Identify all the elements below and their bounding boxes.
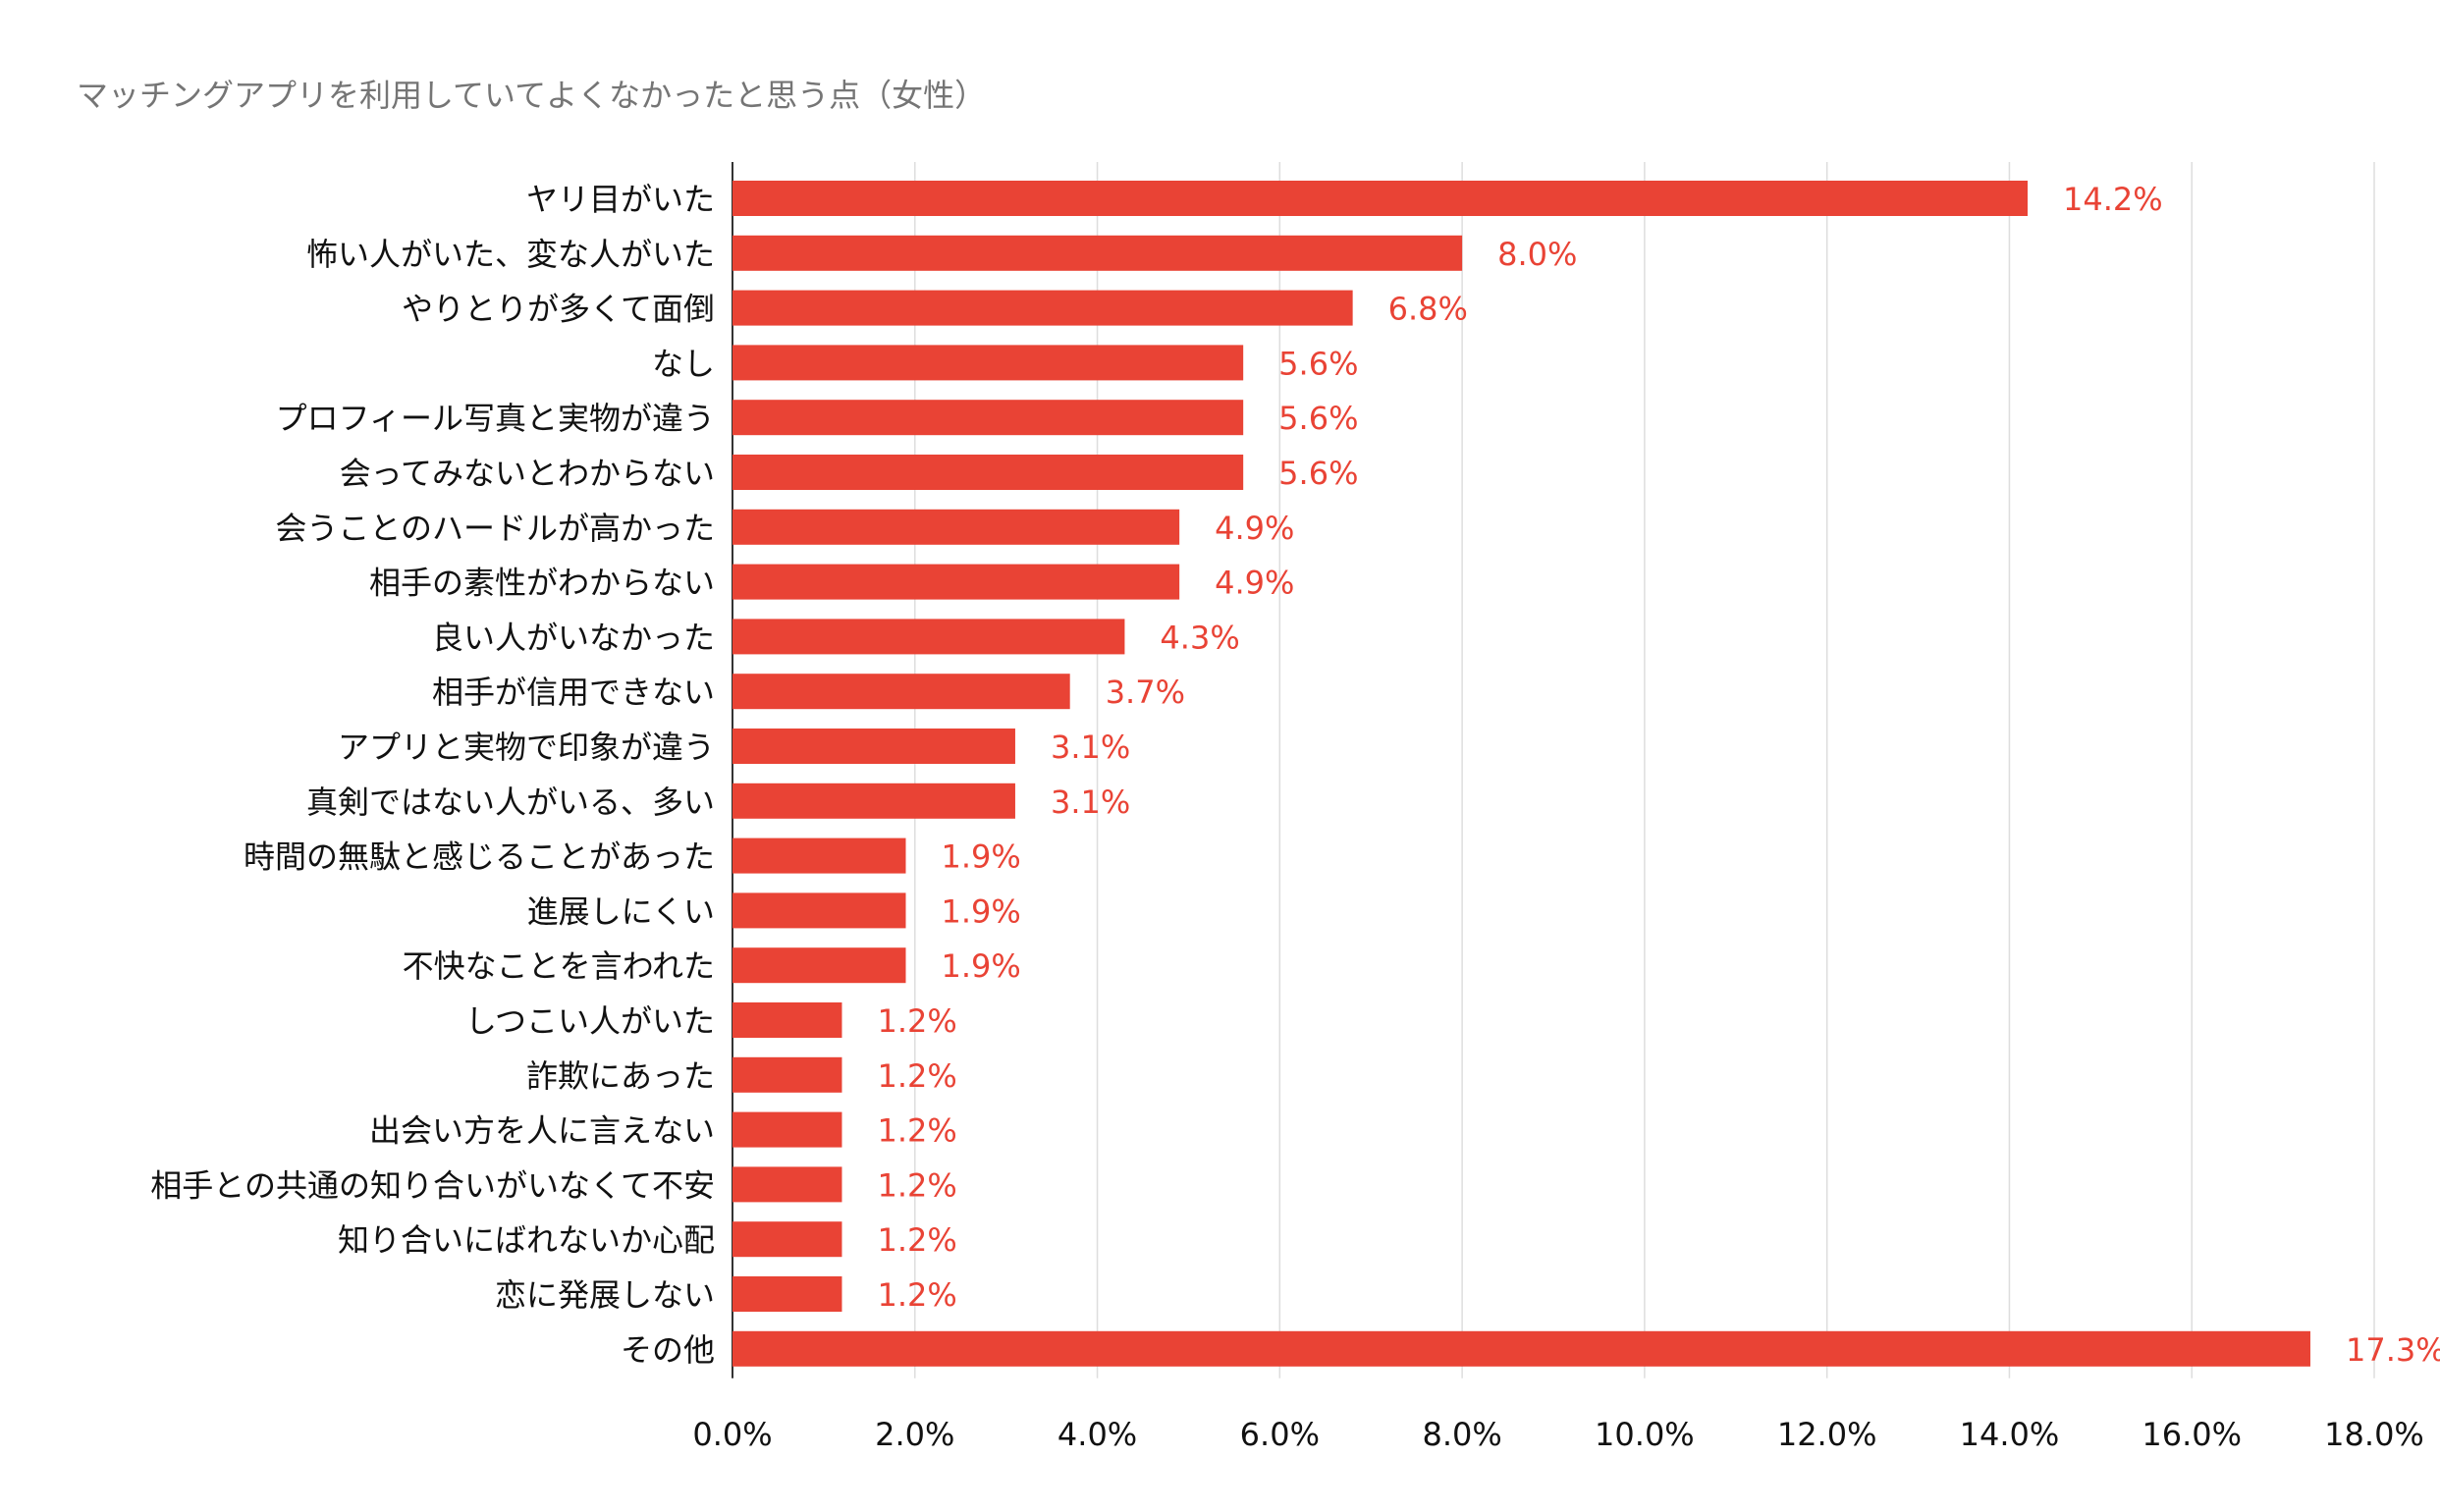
x-tick-label: 2.0% [875, 1416, 954, 1453]
bar [732, 1111, 842, 1148]
x-tick-label: 6.0% [1240, 1416, 1320, 1453]
bar [732, 1002, 842, 1038]
data-label: 1.9% [941, 838, 1020, 876]
data-label: 5.6% [1278, 455, 1358, 492]
category-label: 出会い方を人に言えない [369, 1112, 715, 1150]
bar [732, 837, 906, 874]
category-label: 恋に発展しない [495, 1276, 715, 1314]
data-label: 14.2% [2063, 181, 2163, 218]
bar [732, 1330, 2310, 1367]
data-label: 3.7% [1106, 674, 1185, 711]
bar [732, 947, 906, 984]
bar [732, 783, 1015, 819]
chart-title: マッチングアプリを利用していてよくなかったと思う点（女性） [77, 77, 987, 114]
category-label: その他 [621, 1331, 715, 1369]
x-tick-label: 16.0% [2142, 1416, 2242, 1453]
data-label: 1.2% [877, 1221, 956, 1259]
bar [732, 509, 1180, 545]
bar [732, 455, 1244, 490]
bar [732, 729, 1015, 764]
data-label: 1.2% [877, 1057, 956, 1095]
bar [732, 181, 2029, 216]
category-label: アプリと実物で印象が違う [338, 729, 715, 766]
bar [732, 235, 1463, 271]
category-label: 真剣ではない人がいる、多い [306, 783, 715, 821]
category-label: しつこい人がいた [465, 1002, 715, 1040]
data-label: 4.9% [1215, 565, 1294, 602]
category-label: 時間の無駄と感じることがあった [244, 838, 715, 876]
bar [732, 619, 1125, 655]
data-label: 5.6% [1278, 345, 1358, 382]
category-label: プロフィール写真と実物が違う [276, 400, 715, 437]
x-tick-label: 14.0% [1960, 1416, 2060, 1453]
data-label: 6.8% [1388, 291, 1468, 328]
data-label: 1.2% [877, 1276, 956, 1314]
bar [732, 345, 1244, 381]
data-label: 1.2% [877, 1166, 956, 1204]
category-label: 相手との共通の知り合いがいなくて不安 [150, 1166, 715, 1204]
data-label: 4.3% [1160, 619, 1239, 656]
bar [732, 1276, 842, 1312]
bar [732, 564, 1180, 600]
data-label: 8.0% [1497, 236, 1577, 273]
data-label: 3.1% [1051, 783, 1130, 821]
data-label: 5.6% [1278, 400, 1358, 437]
category-label: 詐欺にあった [526, 1057, 715, 1095]
x-tick-label: 4.0% [1057, 1416, 1137, 1453]
bar [732, 1166, 842, 1203]
x-tick-label: 10.0% [1595, 1416, 1695, 1453]
category-label: やりとりが多くて面倒 [402, 291, 715, 328]
data-label: 1.2% [877, 1002, 956, 1040]
category-label: 怖い人がいた、変な人がいた [306, 236, 715, 273]
x-tick-label: 8.0% [1422, 1416, 1501, 1453]
category-label: ヤリ目がいた [526, 181, 715, 218]
category-label: 良い人がいなかった [432, 619, 715, 656]
bar [732, 400, 1244, 436]
data-label: 1.2% [877, 1112, 956, 1150]
category-label: 不快なことを言われた [403, 947, 715, 985]
bar [732, 290, 1353, 326]
bar [732, 1221, 842, 1258]
data-label: 1.9% [941, 892, 1020, 930]
bar [732, 674, 1070, 710]
category-label: 会ってみないとわからない [340, 455, 715, 492]
category-label: 会うことのハードルが高かった [275, 510, 715, 547]
data-label: 3.1% [1051, 729, 1130, 766]
category-label: 相手が信用できない [432, 674, 715, 711]
data-label: 1.9% [941, 947, 1020, 985]
category-label: 進展しにくい [527, 892, 715, 930]
x-tick-label: 18.0% [2324, 1416, 2424, 1453]
bar [732, 1056, 842, 1093]
data-label: 4.9% [1215, 510, 1294, 547]
bar [732, 892, 906, 929]
x-tick-label: 12.0% [1777, 1416, 1877, 1453]
category-label: なし [652, 345, 715, 382]
category-label: 相手の素性がわからない [369, 565, 715, 602]
data-label: 17.3% [2346, 1331, 2440, 1369]
category-label: 知り合いにばれないか心配 [338, 1221, 715, 1259]
x-tick-label: 0.0% [692, 1416, 772, 1453]
